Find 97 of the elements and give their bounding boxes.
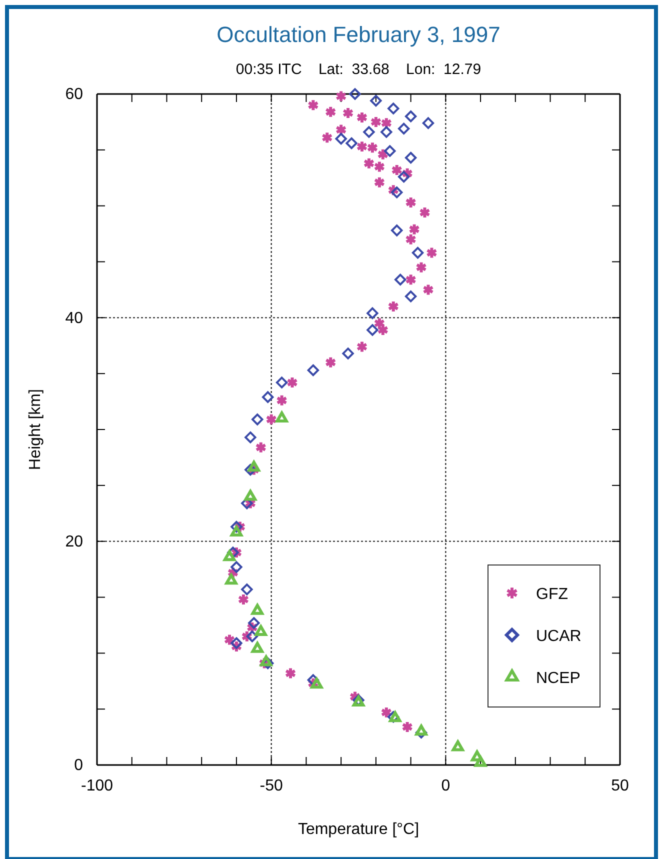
point xyxy=(349,88,361,100)
point xyxy=(276,412,288,422)
point xyxy=(404,152,417,164)
point xyxy=(404,290,417,302)
x-tick-label: -100 xyxy=(80,777,114,794)
point xyxy=(380,706,392,719)
point xyxy=(422,283,434,296)
point xyxy=(307,98,320,112)
point xyxy=(356,140,368,154)
point xyxy=(230,520,242,533)
point xyxy=(426,246,438,260)
point xyxy=(252,414,264,426)
point xyxy=(266,412,278,426)
y-tick-label: 40 xyxy=(65,310,84,327)
point xyxy=(415,724,428,736)
point xyxy=(346,137,358,150)
point xyxy=(363,126,375,138)
legend-label: GFZ xyxy=(536,586,568,603)
point xyxy=(391,224,403,236)
point xyxy=(321,131,333,144)
point xyxy=(391,164,403,177)
point xyxy=(284,666,296,680)
point xyxy=(404,110,417,122)
y-axis-title: Height [km] xyxy=(27,389,44,470)
point xyxy=(251,642,264,653)
point xyxy=(241,584,253,596)
point xyxy=(394,274,406,286)
point xyxy=(254,625,267,636)
point xyxy=(404,196,417,209)
point xyxy=(227,546,239,558)
point xyxy=(223,550,236,562)
point xyxy=(470,750,484,762)
point xyxy=(230,561,242,573)
point xyxy=(307,364,320,376)
point xyxy=(260,655,272,666)
x-tick-label: 0 xyxy=(441,777,450,794)
x-tick-label: 50 xyxy=(611,777,629,794)
point xyxy=(230,637,242,649)
point xyxy=(366,141,378,154)
point xyxy=(244,490,256,501)
point xyxy=(251,604,264,615)
point xyxy=(356,110,368,124)
chart-subtitle: 00:35 ITC Lat: 33.68 Lon: 12.79 xyxy=(236,61,482,78)
point xyxy=(307,674,320,686)
point xyxy=(276,376,288,388)
y-tick-label: 0 xyxy=(74,757,84,774)
point xyxy=(324,356,336,369)
point xyxy=(452,740,464,752)
point xyxy=(415,260,428,274)
point xyxy=(401,720,414,734)
x-tick-label: -50 xyxy=(260,777,283,794)
point xyxy=(225,574,238,585)
point xyxy=(370,115,382,128)
point xyxy=(363,156,375,170)
point xyxy=(310,678,323,689)
point xyxy=(366,324,378,336)
point xyxy=(342,106,354,120)
chart-title: Occultation February 3, 1997 xyxy=(216,22,500,47)
point xyxy=(335,123,347,136)
point xyxy=(342,348,354,360)
point xyxy=(388,300,400,313)
point xyxy=(404,273,417,286)
point xyxy=(398,122,410,135)
legend-label: UCAR xyxy=(536,628,582,645)
y-tick-label: 20 xyxy=(65,533,84,550)
point xyxy=(388,102,400,114)
x-axis-title: Temperature [°C] xyxy=(298,821,420,838)
point xyxy=(335,90,347,103)
point xyxy=(370,94,382,107)
point xyxy=(244,431,256,444)
point xyxy=(374,316,386,330)
point xyxy=(380,126,392,138)
point xyxy=(248,460,260,472)
point xyxy=(398,170,410,183)
point xyxy=(374,176,386,189)
point xyxy=(377,323,389,336)
point xyxy=(248,617,260,629)
point xyxy=(286,376,298,390)
point xyxy=(356,340,368,354)
point xyxy=(412,246,424,259)
point xyxy=(262,391,274,403)
point xyxy=(422,117,434,129)
point xyxy=(384,145,396,157)
point xyxy=(244,464,256,476)
point xyxy=(474,756,487,767)
point xyxy=(418,206,431,220)
y-tick-label: 60 xyxy=(65,86,84,104)
point xyxy=(276,394,288,407)
point xyxy=(238,592,250,606)
point xyxy=(230,526,243,537)
point xyxy=(335,132,347,145)
point xyxy=(366,307,378,320)
point xyxy=(246,630,258,642)
point xyxy=(324,105,336,118)
legend-label: NCEP xyxy=(536,670,580,687)
point xyxy=(255,440,267,454)
point xyxy=(391,186,403,198)
